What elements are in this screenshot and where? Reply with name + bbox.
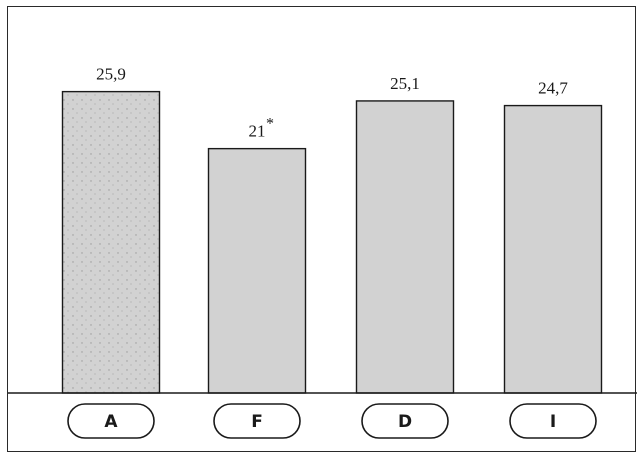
chart-frame: 25,9 21 * 25,1 24,7 A F D I bbox=[7, 6, 637, 452]
bar-d bbox=[355, 100, 455, 394]
category-label-a: A bbox=[104, 412, 118, 432]
category-pill-a bbox=[67, 403, 155, 439]
category-label-i: I bbox=[550, 412, 556, 432]
labels-layer: 25,9 21 * 25,1 24,7 bbox=[96, 65, 568, 141]
bar-i bbox=[503, 104, 603, 394]
value-label-f: 21 bbox=[249, 122, 266, 141]
bar-a bbox=[61, 90, 161, 394]
category-pill-f bbox=[213, 403, 301, 439]
value-label-d: 25,1 bbox=[390, 74, 420, 93]
category-pill-i bbox=[509, 403, 597, 439]
category-pill-d bbox=[361, 403, 449, 439]
significance-mark-f: * bbox=[266, 116, 274, 133]
value-label-a: 25,9 bbox=[96, 65, 126, 84]
bars-layer bbox=[61, 90, 603, 394]
value-label-i: 24,7 bbox=[538, 79, 568, 98]
category-label-f: F bbox=[251, 412, 263, 432]
bar-chart: 25,9 21 * 25,1 24,7 A F D I bbox=[8, 65, 637, 439]
bar-f bbox=[207, 147, 307, 394]
category-label-d: D bbox=[398, 412, 412, 432]
